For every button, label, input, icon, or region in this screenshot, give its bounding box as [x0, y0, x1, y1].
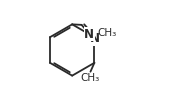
Text: CH₃: CH₃ — [98, 28, 117, 38]
Text: N: N — [84, 28, 94, 40]
Text: CH₃: CH₃ — [80, 73, 100, 83]
Text: N: N — [90, 32, 100, 45]
